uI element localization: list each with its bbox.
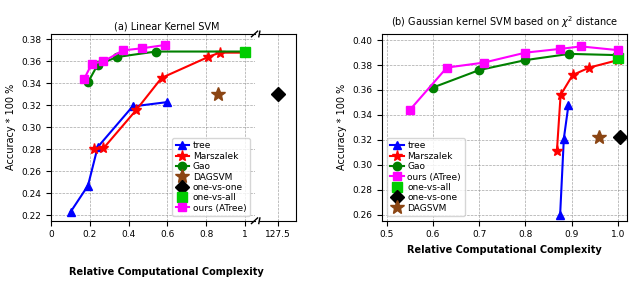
Marszalek [553,149,561,153]
ours (ATree) [556,47,564,51]
Gao [429,86,437,89]
ours (ATree) [88,62,96,65]
Line: tree: tree [67,98,172,216]
ours (ATree) [614,48,622,52]
Y-axis label: Accuracy * 100 %: Accuracy * 100 % [337,84,347,170]
Marszalek [569,73,577,77]
Gao [566,52,573,55]
Line: ours (ATree): ours (ATree) [80,41,170,83]
Gao [152,50,159,53]
Marszalek [90,148,98,151]
Marszalek [132,108,140,112]
Text: (a) Linear Kernel SVM: (a) Linear Kernel SVM [114,21,219,31]
ours (ATree) [522,51,529,54]
Gao [113,55,121,59]
Title: (b) Gaussian kernel SVM based on $\chi^2$ distance: (b) Gaussian kernel SVM based on $\chi^2… [391,14,618,30]
Marszalek [216,51,223,54]
Line: tree: tree [556,101,573,219]
ours (ATree) [443,66,451,69]
ours (ATree) [406,108,413,112]
Legend: tree, Marszalek, Gao, ours (ATree), one-vs-all, one-vs-one, DAGSVM: tree, Marszalek, Gao, ours (ATree), one-… [387,138,465,216]
Marszalek [100,147,108,150]
Gao [241,50,249,53]
ours (ATree) [100,60,108,63]
Marszalek [157,76,165,80]
ours (ATree) [119,49,127,52]
tree [129,105,136,108]
Line: Marszalek: Marszalek [88,47,250,155]
Gao [94,63,102,67]
tree [556,213,564,216]
ours (ATree) [138,46,146,50]
ours (ATree) [80,77,88,81]
Text: Relative Computational Complexity: Relative Computational Complexity [69,267,264,277]
Line: ours (ATree): ours (ATree) [406,42,622,114]
Gao [84,81,92,84]
Marszalek [586,66,593,69]
tree [84,184,92,187]
Gao [476,68,483,72]
ours (ATree) [162,43,170,47]
Line: Marszalek: Marszalek [551,55,623,156]
X-axis label: Relative Computational Complexity: Relative Computational Complexity [407,245,602,255]
Line: Gao: Gao [429,50,622,92]
Marszalek [557,93,564,97]
tree [564,103,572,107]
Gao [614,53,622,57]
Legend: tree, Marszalek, Gao, DAGSVM, one-vs-one, one-vs-all, ours (ATree): tree, Marszalek, Gao, DAGSVM, one-vs-one… [172,138,250,216]
Line: Gao: Gao [84,47,249,87]
tree [67,210,74,214]
tree [560,137,568,140]
ours (ATree) [480,61,488,64]
Y-axis label: Accuracy * 100 %: Accuracy * 100 % [6,84,16,170]
tree [164,100,172,104]
Marszalek [204,55,212,59]
tree [94,145,102,149]
Marszalek [614,58,622,62]
Gao [522,58,529,62]
ours (ATree) [577,45,585,48]
Marszalek [241,51,249,54]
